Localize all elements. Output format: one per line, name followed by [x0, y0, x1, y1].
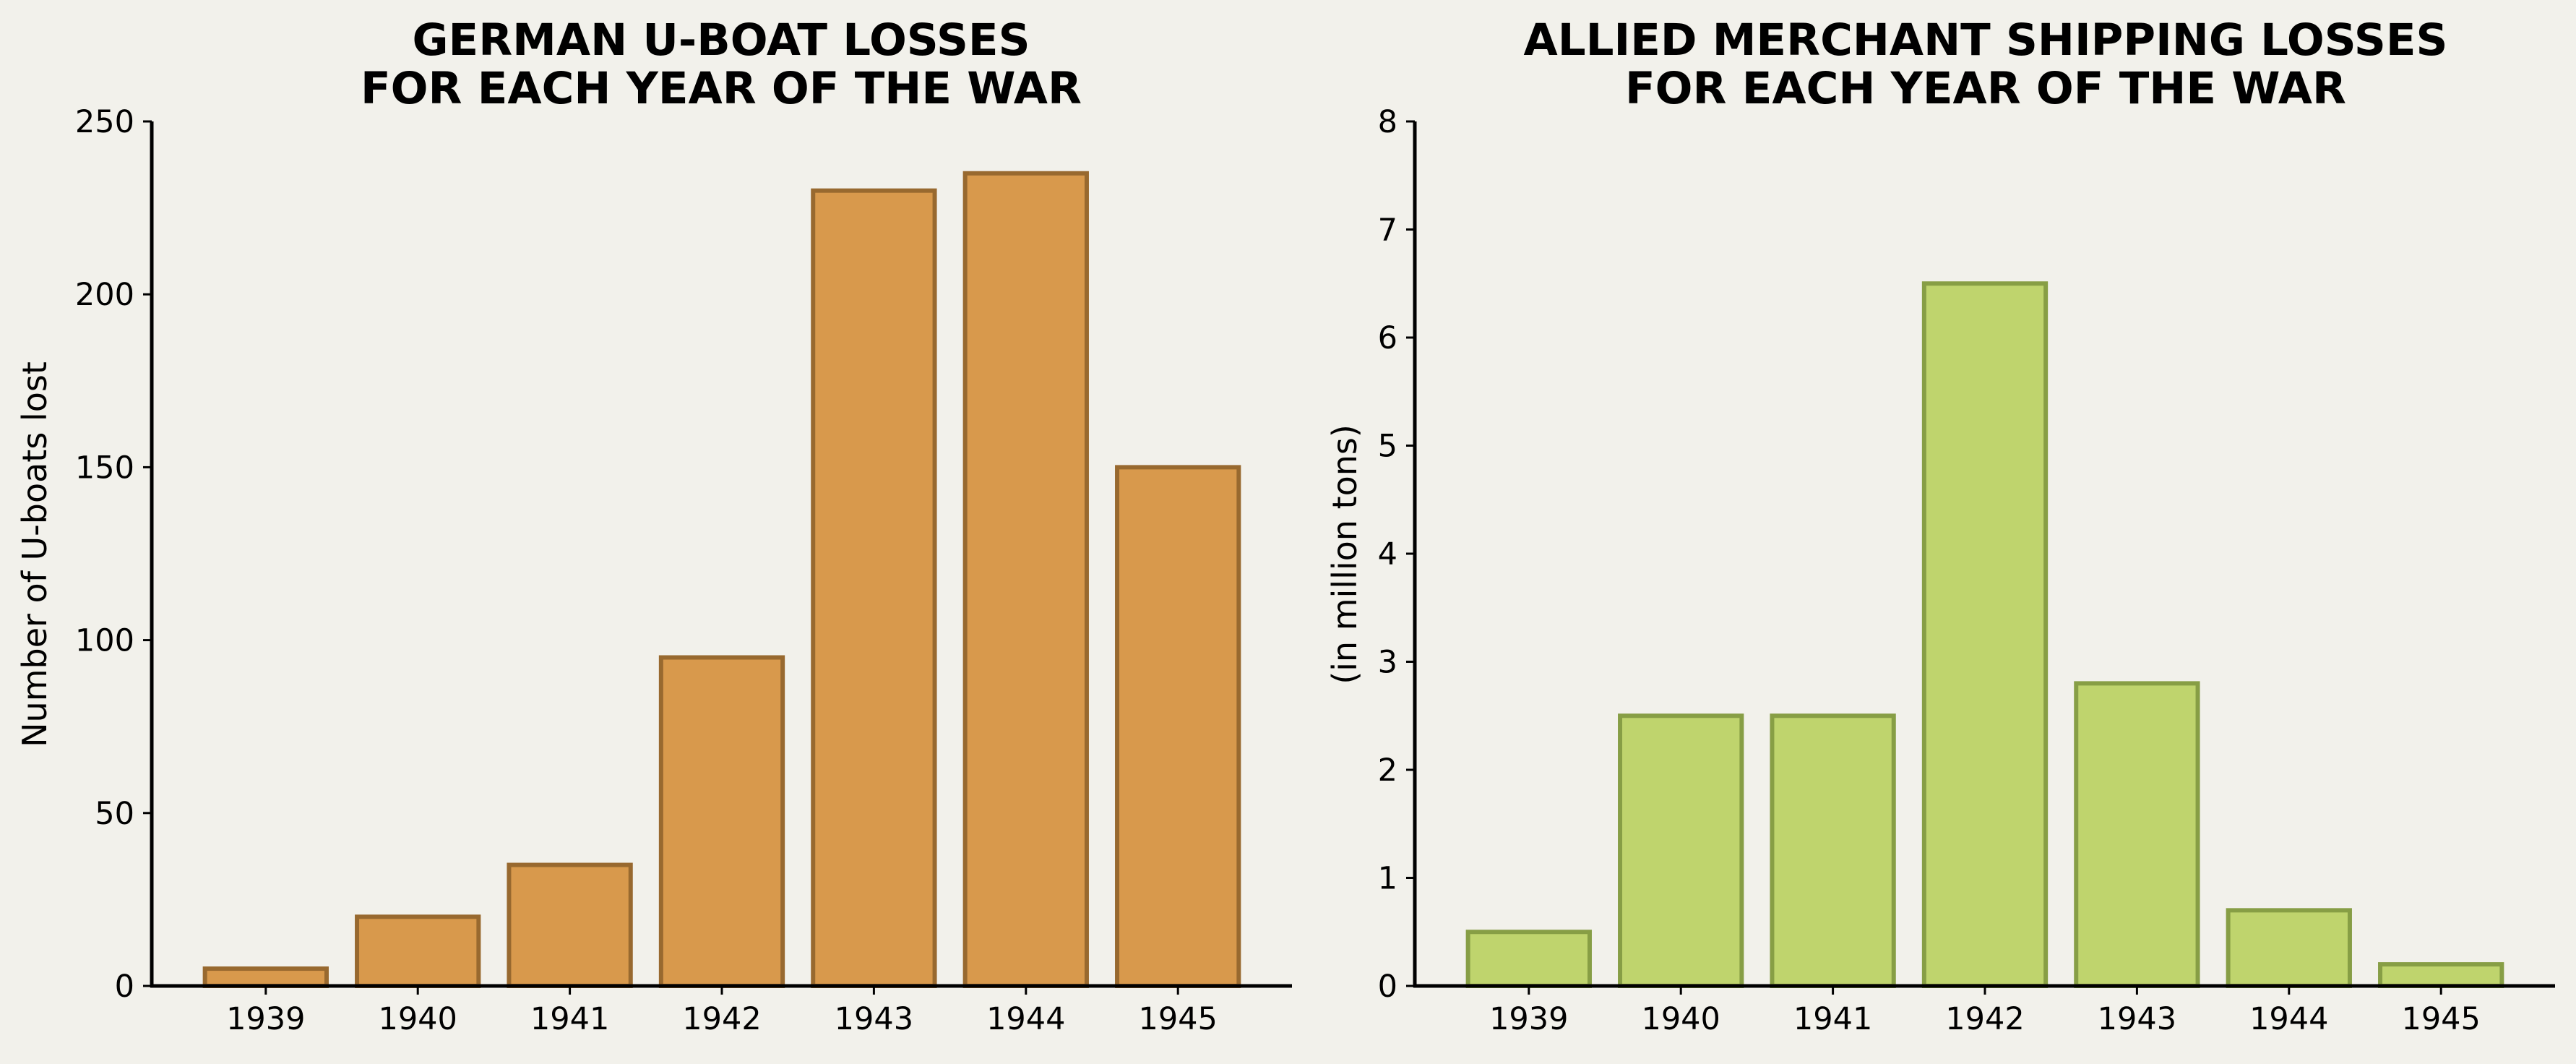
x-tick-label: 1942	[1945, 1001, 2024, 1037]
x-tick-label: 1945	[2401, 1001, 2480, 1037]
bar-1939	[1465, 930, 1592, 988]
bar-1941	[507, 862, 633, 989]
y-axis-label: (in million tons)	[1325, 424, 1364, 685]
x-tick-label: 1939	[226, 1001, 305, 1037]
bar-1944	[962, 171, 1089, 988]
x-axis-ticks: 1939 1940 1941 1942 1943 1944 1945	[1489, 986, 2481, 1037]
y-axis-ticks: 0 50 100 150 200 250	[75, 104, 152, 1005]
y-tick-label: 7	[1378, 213, 1397, 249]
uboat-losses-chart: GERMAN U-BOAT LOSSES FOR EACH YEAR OF TH…	[15, 14, 1292, 1037]
y-axis-label: Number of U-boats lost	[15, 361, 54, 747]
bar-1944	[2226, 908, 2352, 988]
x-tick-label: 1940	[1641, 1001, 1720, 1037]
y-tick-label: 50	[95, 796, 134, 832]
x-tick-label: 1941	[1793, 1001, 1872, 1037]
bar-1943	[2074, 681, 2200, 989]
x-tick-label: 1944	[986, 1001, 1065, 1037]
chart-title-line-2: FOR EACH YEAR OF THE WAR	[361, 63, 1082, 114]
y-tick-label: 0	[1378, 969, 1397, 1005]
bar-1941	[1770, 713, 1896, 988]
x-tick-label: 1945	[1138, 1001, 1217, 1037]
y-tick-label: 5	[1378, 429, 1397, 465]
bars	[202, 171, 1241, 989]
y-tick-label: 1	[1378, 861, 1397, 897]
y-tick-label: 2	[1378, 752, 1397, 789]
y-tick-label: 8	[1378, 104, 1397, 140]
y-tick-label: 150	[75, 450, 134, 486]
y-tick-label: 100	[75, 623, 134, 659]
x-axis-ticks: 1939 1940 1941 1942 1943 1944 1945	[226, 986, 1218, 1037]
bar-1939	[202, 966, 329, 988]
bar-1940	[1618, 713, 1744, 988]
x-tick-label: 1943	[2098, 1001, 2176, 1037]
bar-1940	[355, 914, 481, 988]
y-tick-label: 3	[1378, 645, 1397, 681]
bar-1943	[811, 188, 937, 988]
y-tick-label: 200	[75, 277, 134, 313]
y-tick-label: 4	[1378, 536, 1397, 572]
x-tick-label: 1940	[378, 1001, 457, 1037]
y-axis-ticks: 0 1 2 3 4 5 6 7 8	[1378, 104, 1415, 1005]
merchant-shipping-losses-chart: ALLIED MERCHANT SHIPPING LOSSES FOR EACH…	[1325, 14, 2555, 1037]
bar-1945	[2378, 962, 2504, 988]
x-tick-label: 1943	[835, 1001, 913, 1037]
chart-title-line-2: FOR EACH YEAR OF THE WAR	[1625, 63, 2346, 114]
chart-title-line-1: GERMAN U-BOAT LOSSES	[412, 14, 1030, 66]
x-tick-label: 1939	[1489, 1001, 1568, 1037]
y-tick-label: 6	[1378, 320, 1397, 356]
x-tick-label: 1944	[2249, 1001, 2328, 1037]
y-tick-label: 250	[75, 104, 134, 140]
bar-1945	[1115, 465, 1241, 988]
bar-1942	[1921, 281, 2049, 988]
y-tick-label: 0	[115, 969, 134, 1005]
chart-title-line-1: ALLIED MERCHANT SHIPPING LOSSES	[1524, 14, 2448, 66]
x-tick-label: 1941	[530, 1001, 609, 1037]
bar-1942	[658, 655, 785, 989]
x-tick-label: 1942	[682, 1001, 761, 1037]
